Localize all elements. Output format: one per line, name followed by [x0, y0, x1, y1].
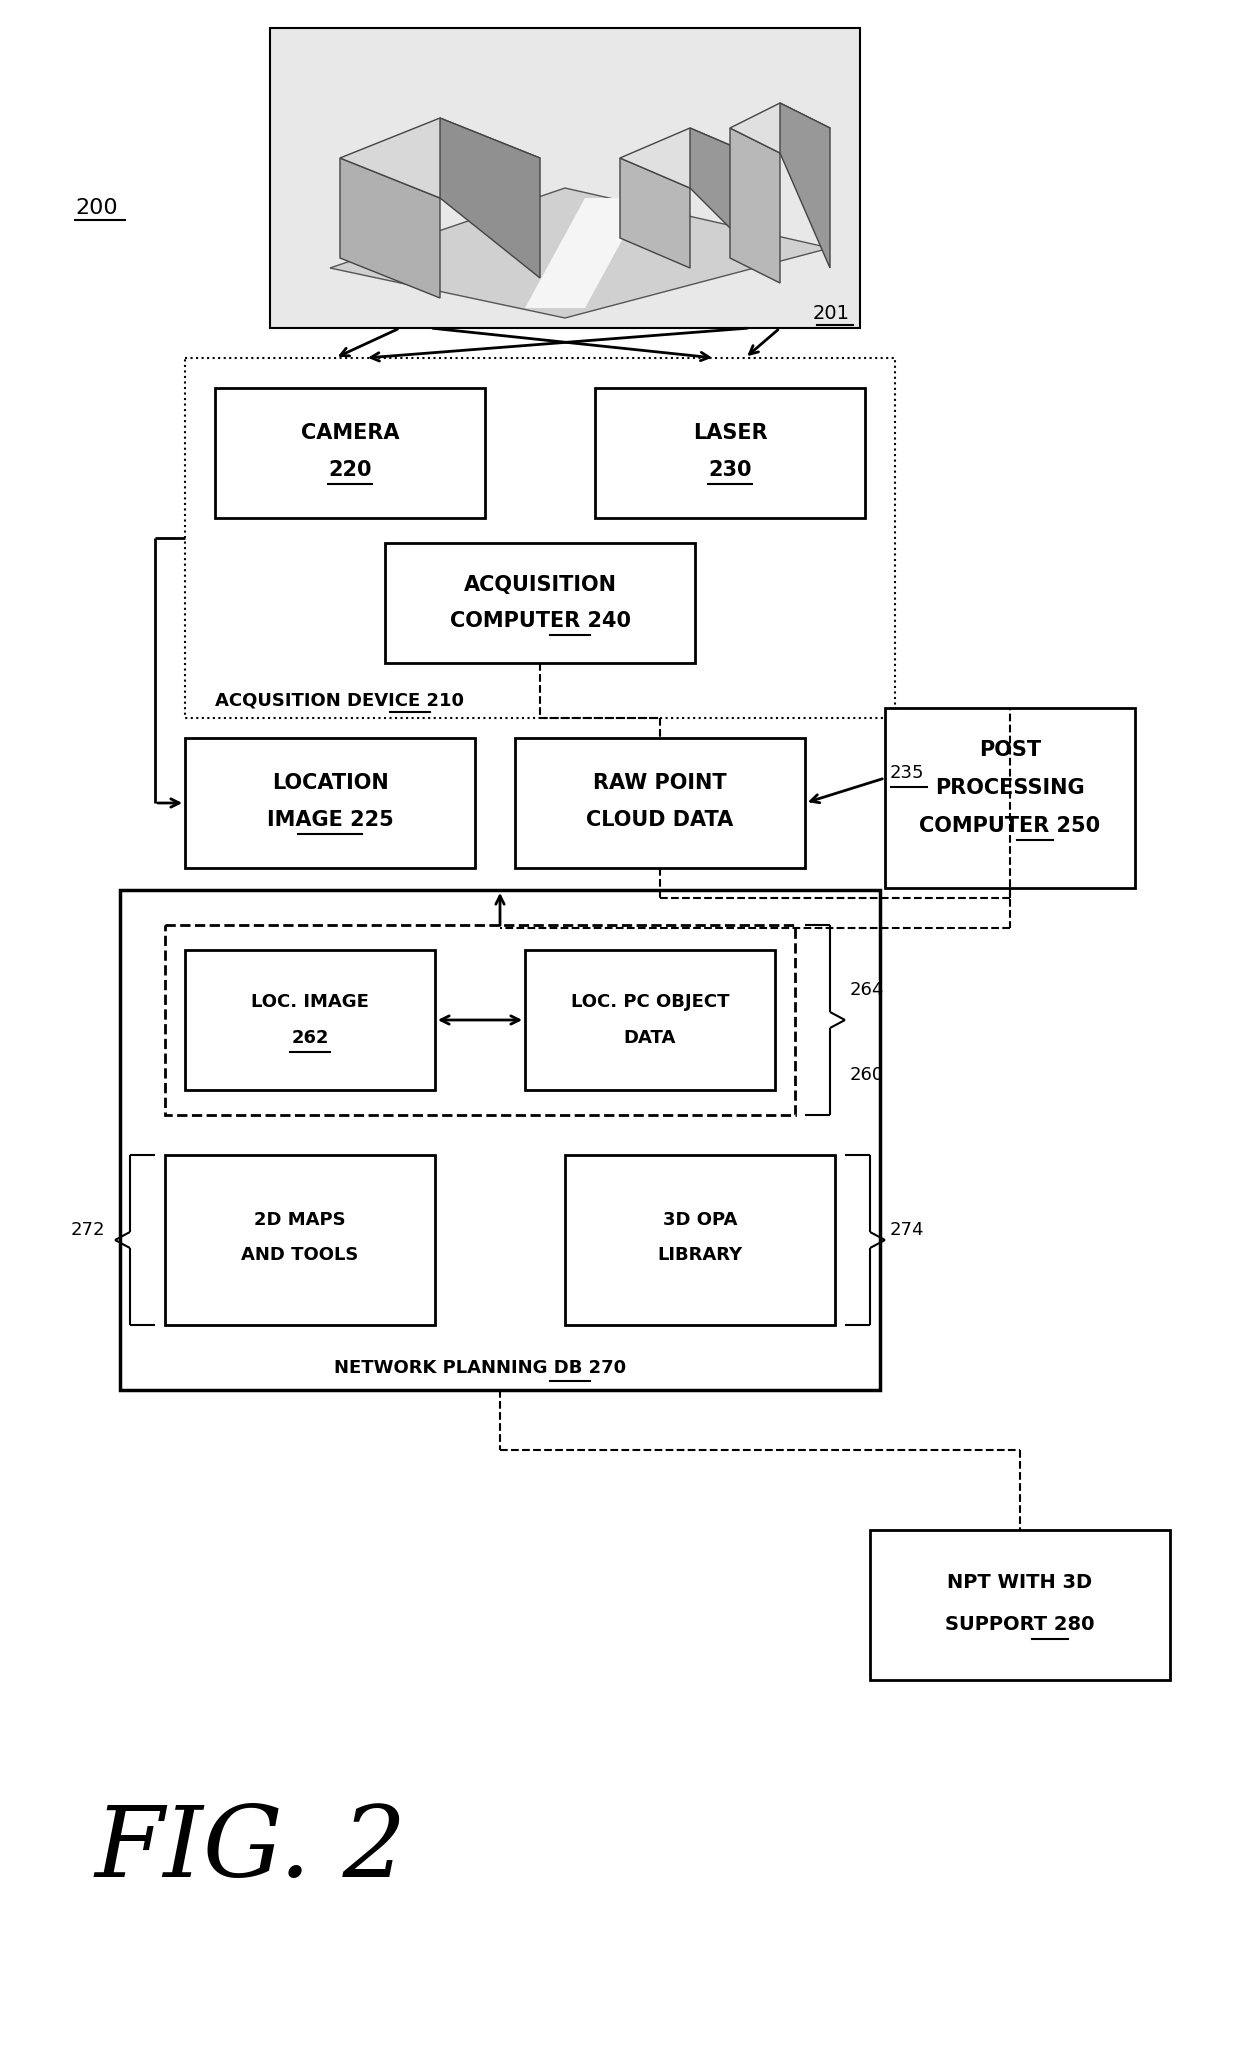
Bar [165, 924, 795, 1115]
Text: 220: 220 [329, 459, 372, 479]
Text: POST: POST [978, 740, 1042, 760]
Bar [215, 387, 485, 518]
Text: NPT WITH 3D: NPT WITH 3D [947, 1572, 1092, 1592]
Polygon shape [780, 102, 830, 268]
Bar [515, 738, 805, 869]
Bar [595, 387, 866, 518]
Bar [185, 359, 895, 717]
Text: 274: 274 [890, 1221, 925, 1240]
Text: NETWORK PLANNING DB 270: NETWORK PLANNING DB 270 [334, 1358, 626, 1377]
Bar [384, 543, 694, 664]
Text: CAMERA: CAMERA [301, 422, 399, 443]
Text: IMAGE 225: IMAGE 225 [267, 809, 393, 830]
Text: AND TOOLS: AND TOOLS [242, 1246, 358, 1264]
Bar [885, 709, 1135, 887]
Text: 272: 272 [71, 1221, 105, 1240]
Text: DATA: DATA [624, 1029, 676, 1047]
Text: COMPUTER 240: COMPUTER 240 [449, 611, 630, 631]
Text: 3D OPA: 3D OPA [663, 1211, 738, 1229]
Text: PROCESSING: PROCESSING [935, 779, 1085, 797]
Text: CLOUD DATA: CLOUD DATA [587, 809, 734, 830]
Text: 235: 235 [890, 764, 925, 783]
Bar [270, 29, 861, 328]
Text: 260: 260 [849, 1065, 884, 1084]
Text: COMPUTER 250: COMPUTER 250 [919, 816, 1101, 836]
Bar [185, 738, 475, 869]
Polygon shape [340, 119, 539, 199]
Text: ACQUSITION DEVICE 210: ACQUSITION DEVICE 210 [215, 691, 464, 709]
Polygon shape [330, 189, 830, 318]
Text: 230: 230 [708, 459, 751, 479]
Bar [185, 951, 435, 1090]
Polygon shape [730, 127, 780, 283]
Text: RAW POINT: RAW POINT [593, 772, 727, 793]
Text: ACQUISITION: ACQUISITION [464, 576, 616, 594]
Text: LOCATION: LOCATION [272, 772, 388, 793]
Polygon shape [620, 158, 689, 268]
Text: LIBRARY: LIBRARY [657, 1246, 743, 1264]
Text: LASER: LASER [693, 422, 768, 443]
Polygon shape [730, 102, 830, 154]
Bar [870, 1531, 1171, 1680]
Polygon shape [340, 158, 440, 297]
Polygon shape [440, 119, 539, 279]
Polygon shape [620, 127, 760, 189]
Text: 201: 201 [813, 303, 849, 324]
Text: SUPPORT 280: SUPPORT 280 [945, 1615, 1095, 1635]
Polygon shape [525, 199, 645, 307]
Text: LOC. IMAGE: LOC. IMAGE [250, 994, 370, 1010]
Text: LOC. PC OBJECT: LOC. PC OBJECT [570, 994, 729, 1010]
Bar [565, 1156, 835, 1326]
Text: 262: 262 [291, 1029, 329, 1047]
Polygon shape [689, 127, 760, 258]
Bar [120, 889, 880, 1389]
Text: FIG. 2: FIG. 2 [95, 1803, 407, 1897]
Text: 264: 264 [849, 981, 884, 1000]
Bar [525, 951, 775, 1090]
Text: 2D MAPS: 2D MAPS [254, 1211, 346, 1229]
Text: 200: 200 [74, 199, 118, 217]
Bar [165, 1156, 435, 1326]
